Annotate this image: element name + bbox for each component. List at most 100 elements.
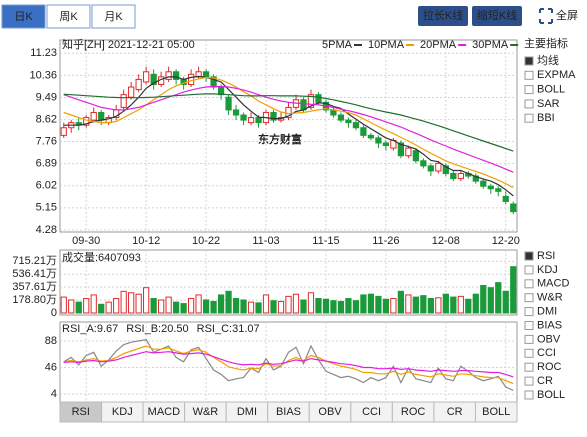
volume-bar <box>225 290 232 314</box>
checkbox-label[interactable]: W&R <box>537 292 563 304</box>
volume-bar <box>382 298 390 314</box>
indicator-tab-label[interactable]: BOLL <box>482 406 510 418</box>
candle-body <box>143 71 150 83</box>
period-tab[interactable] <box>1 4 46 29</box>
checkbox[interactable] <box>524 70 534 80</box>
volume-bar <box>420 295 427 314</box>
checkbox[interactable] <box>524 265 534 275</box>
checkbox-label[interactable]: KDJ <box>537 264 558 276</box>
volume-bar <box>232 298 240 314</box>
checkbox-label[interactable]: SAR <box>537 98 560 110</box>
checkbox[interactable] <box>524 307 534 317</box>
volume-bar <box>270 300 277 314</box>
indicator-tab-label[interactable]: BIAS <box>276 406 301 418</box>
checkbox-label[interactable]: BIAS <box>537 319 562 331</box>
candle-body <box>510 203 517 213</box>
volume-bar <box>210 300 217 314</box>
checkbox[interactable] <box>524 99 534 109</box>
volume-bar <box>450 296 457 314</box>
candle-body <box>480 180 487 187</box>
period-tab-label[interactable]: 月K <box>104 11 123 23</box>
volume-bar <box>480 285 487 314</box>
checkbox[interactable] <box>524 321 534 330</box>
volume-bar <box>502 290 509 314</box>
checkbox[interactable] <box>524 251 534 261</box>
line-series <box>63 76 514 189</box>
indicator-tab-label[interactable]: RSI <box>72 406 90 418</box>
volume-bar <box>83 298 90 314</box>
period-tab[interactable] <box>91 4 136 29</box>
panel-title: 成交量:6407093 <box>62 250 141 264</box>
checkbox-label[interactable]: EXPMA <box>537 69 576 81</box>
checkbox[interactable] <box>524 279 534 289</box>
y-tick-label: 5.15 <box>36 202 57 214</box>
checkbox-label[interactable]: BBI <box>537 112 555 124</box>
candle-body <box>285 106 292 119</box>
y-tick-label: 9.49 <box>36 91 57 103</box>
y-tick-label: 46 <box>45 361 57 373</box>
period-tab-label[interactable]: 周K <box>59 10 78 23</box>
indicator-tab-label[interactable]: W&R <box>193 406 219 418</box>
candle-body <box>382 142 390 147</box>
line-series <box>63 339 514 391</box>
candle-body <box>173 71 180 80</box>
checkbox[interactable] <box>524 113 534 123</box>
panel-frame <box>59 39 518 233</box>
volume-bar <box>390 298 397 314</box>
volume-bar <box>307 292 315 314</box>
checkbox-label[interactable]: CCI <box>537 347 556 359</box>
checkbox[interactable] <box>524 376 534 386</box>
indicator-tab-label[interactable]: CCI <box>362 406 381 418</box>
fullscreen-label[interactable]: 全屏 <box>556 8 578 22</box>
checkbox[interactable] <box>524 56 534 66</box>
indicator-tab-label[interactable]: DMI <box>237 406 257 418</box>
candle-body <box>420 160 427 167</box>
y-tick-label: 357.61万 <box>12 281 57 293</box>
volume-bar <box>240 299 247 314</box>
y-tick-label: 11.23 <box>30 47 57 59</box>
checkbox-label[interactable]: BOLL <box>537 389 565 401</box>
candle-body <box>367 134 375 139</box>
checkbox-label[interactable]: ROC <box>537 361 562 373</box>
indicator-tab-label[interactable]: KDJ <box>112 406 133 418</box>
indicator-tab-label[interactable]: MACD <box>148 406 180 418</box>
checkbox-label[interactable]: DMI <box>537 306 557 318</box>
volume-bar <box>457 295 464 314</box>
volume-bar <box>158 299 165 314</box>
y-tick-label: 715.21万 <box>12 255 57 267</box>
checkbox[interactable] <box>524 334 534 344</box>
indicator-tab[interactable] <box>474 401 518 423</box>
checkbox[interactable] <box>524 348 534 358</box>
volume-bar <box>68 299 75 314</box>
checkbox[interactable] <box>524 362 534 372</box>
checkbox-label[interactable]: BOLL <box>537 84 565 96</box>
period-tab[interactable] <box>46 4 91 29</box>
volume-bar <box>120 290 127 314</box>
checkbox[interactable] <box>524 390 534 400</box>
zoom-button-label[interactable]: 缩短K线 <box>477 8 517 22</box>
volume-bar <box>90 294 97 314</box>
indicator-tab-label[interactable]: ROC <box>401 406 426 418</box>
fullscreen-icon[interactable] <box>539 8 553 24</box>
indicator-tab-label[interactable]: CR <box>447 406 463 418</box>
checkbox[interactable] <box>524 293 534 303</box>
checkbox-label[interactable]: MACD <box>537 278 569 290</box>
legend-label: 30PMA <box>472 39 509 51</box>
candle-body <box>232 109 240 116</box>
zoom-button[interactable] <box>472 6 522 26</box>
indicator-tab-label[interactable]: OBV <box>318 406 342 418</box>
checkbox-label[interactable]: RSI <box>537 250 555 262</box>
checkbox[interactable] <box>524 85 534 95</box>
zoom-button[interactable] <box>418 6 468 26</box>
checkbox-label[interactable]: CR <box>537 375 553 387</box>
period-tab-label[interactable]: 日K <box>14 11 33 23</box>
volume-bar <box>217 294 225 314</box>
zoom-button-label[interactable]: 拉长K线 <box>423 8 463 22</box>
x-tick-label: 10-22 <box>192 235 220 247</box>
checkbox-label[interactable]: OBV <box>537 333 561 345</box>
volume-bar <box>495 282 502 314</box>
checkbox-label[interactable]: 均线 <box>537 53 559 67</box>
volume-bar <box>300 299 307 314</box>
candle-body <box>405 147 412 157</box>
